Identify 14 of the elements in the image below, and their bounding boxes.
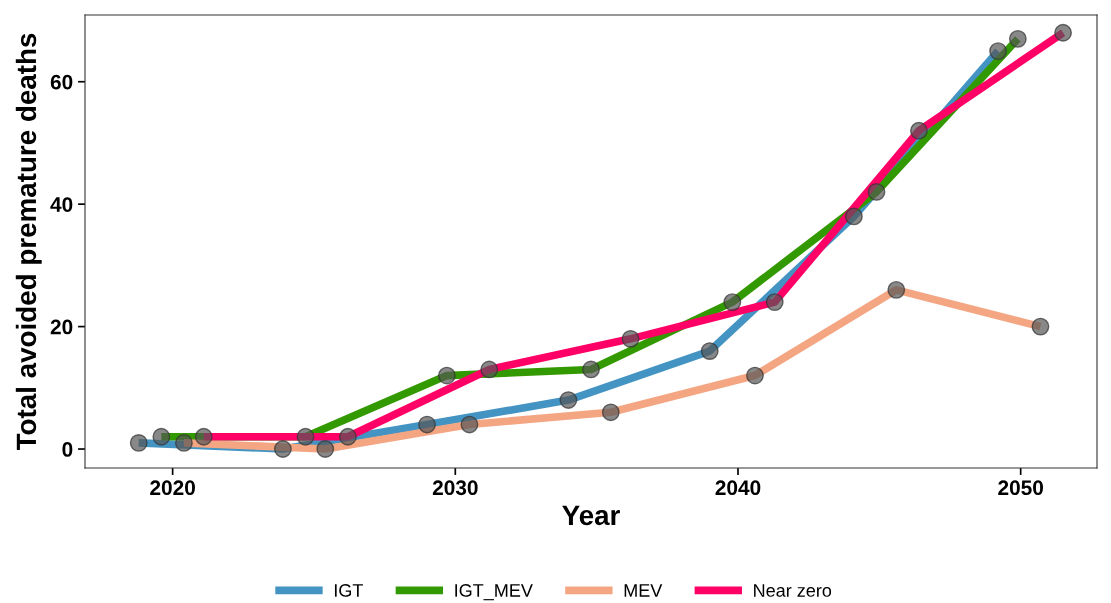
legend-label: IGT_MEV: [455, 584, 533, 601]
y-axis-title: Total avoided premature deaths: [15, 33, 42, 451]
x-tick-label: 2020: [150, 480, 195, 496]
x-tick-label: 2030: [432, 480, 478, 496]
legend-label: IGT: [334, 584, 363, 597]
x-tick-label: 2050: [998, 480, 1043, 496]
y-tick-label: 60: [50, 74, 73, 90]
x-tick-label: 2040: [715, 480, 761, 496]
y-tick-label: 40: [50, 197, 73, 212]
legend-label: Near zero: [754, 584, 832, 597]
legend-label: MEV: [624, 584, 663, 597]
x-axis-title: Year: [562, 505, 620, 526]
y-tick-label: 0: [62, 442, 73, 457]
y-tick-label: 20: [50, 319, 73, 335]
